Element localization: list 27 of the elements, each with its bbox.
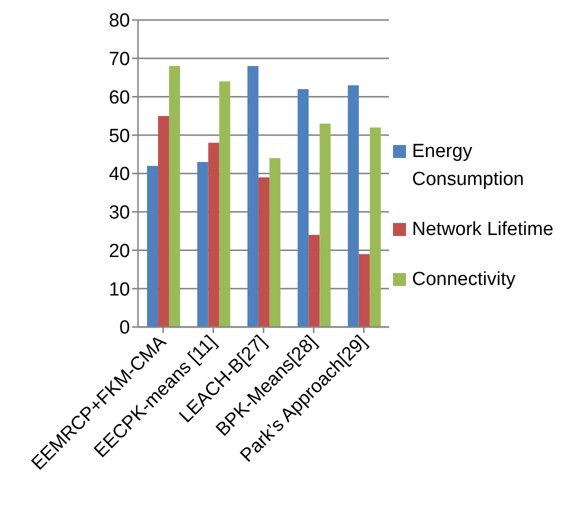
legend-label: Energy Consumption bbox=[412, 140, 525, 192]
y-tick-label: 70 bbox=[108, 49, 130, 70]
bar bbox=[208, 142, 220, 327]
y-tick-label: 60 bbox=[108, 87, 130, 108]
y-tick-label: 20 bbox=[108, 240, 130, 262]
y-tick-label: 10 bbox=[108, 279, 130, 300]
bar bbox=[320, 124, 331, 327]
bar bbox=[269, 158, 280, 327]
bar bbox=[348, 85, 359, 327]
y-tick-label: 40 bbox=[108, 164, 130, 186]
legend-label: Network Lifetime bbox=[412, 218, 554, 242]
bar bbox=[308, 234, 320, 327]
bar bbox=[358, 254, 370, 327]
bar bbox=[147, 166, 158, 327]
bar bbox=[219, 81, 230, 327]
bar bbox=[247, 66, 258, 327]
y-tick-label: 80 bbox=[108, 10, 130, 32]
legend-label: Connectivity bbox=[412, 268, 516, 292]
bar bbox=[169, 66, 180, 327]
y-tick-label: 50 bbox=[108, 126, 130, 147]
y-tick-label: 30 bbox=[108, 202, 130, 224]
bar bbox=[197, 162, 208, 327]
bar bbox=[258, 177, 270, 327]
y-tick-label: 0 bbox=[119, 318, 130, 339]
bar bbox=[370, 127, 381, 327]
bar bbox=[298, 89, 309, 327]
bar bbox=[158, 116, 170, 327]
